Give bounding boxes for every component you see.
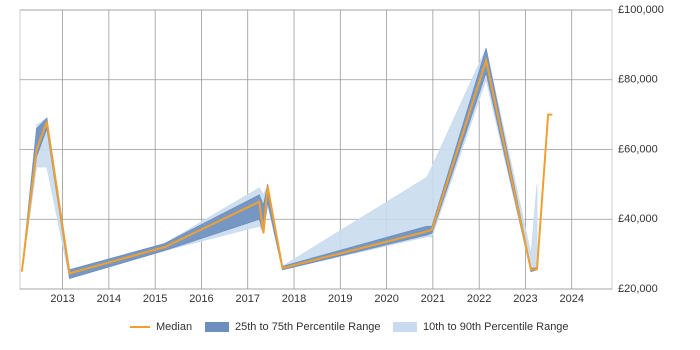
- x-tick-label: 2017: [235, 293, 259, 305]
- legend-label: 25th to 75th Percentile Range: [235, 321, 381, 333]
- legend-swatch: [205, 322, 229, 332]
- x-tick-label: 2018: [282, 293, 306, 305]
- y-tick-label: £80,000: [618, 74, 658, 86]
- y-tick-label: £40,000: [618, 213, 658, 225]
- x-tick-label: 2020: [374, 293, 398, 305]
- x-tick-label: 2015: [143, 293, 167, 305]
- x-tick-label: 2016: [189, 293, 213, 305]
- y-tick-label: £100,000: [618, 4, 664, 16]
- x-tick-label: 2023: [513, 293, 537, 305]
- y-tick-label: £20,000: [618, 283, 658, 295]
- legend-swatch: [393, 322, 417, 332]
- x-tick-label: 2021: [421, 293, 445, 305]
- x-tick-label: 2013: [50, 293, 74, 305]
- percentile-band: [21, 47, 538, 280]
- x-tick-label: 2014: [97, 293, 121, 305]
- x-tick-label: 2019: [328, 293, 352, 305]
- x-tick-label: 2024: [559, 293, 583, 305]
- y-tick-label: £60,000: [618, 143, 658, 155]
- median-line: [20, 56, 553, 275]
- legend-label: Median: [156, 321, 192, 333]
- legend-label: 10th to 90th Percentile Range: [423, 321, 569, 333]
- x-tick-label: 2022: [467, 293, 491, 305]
